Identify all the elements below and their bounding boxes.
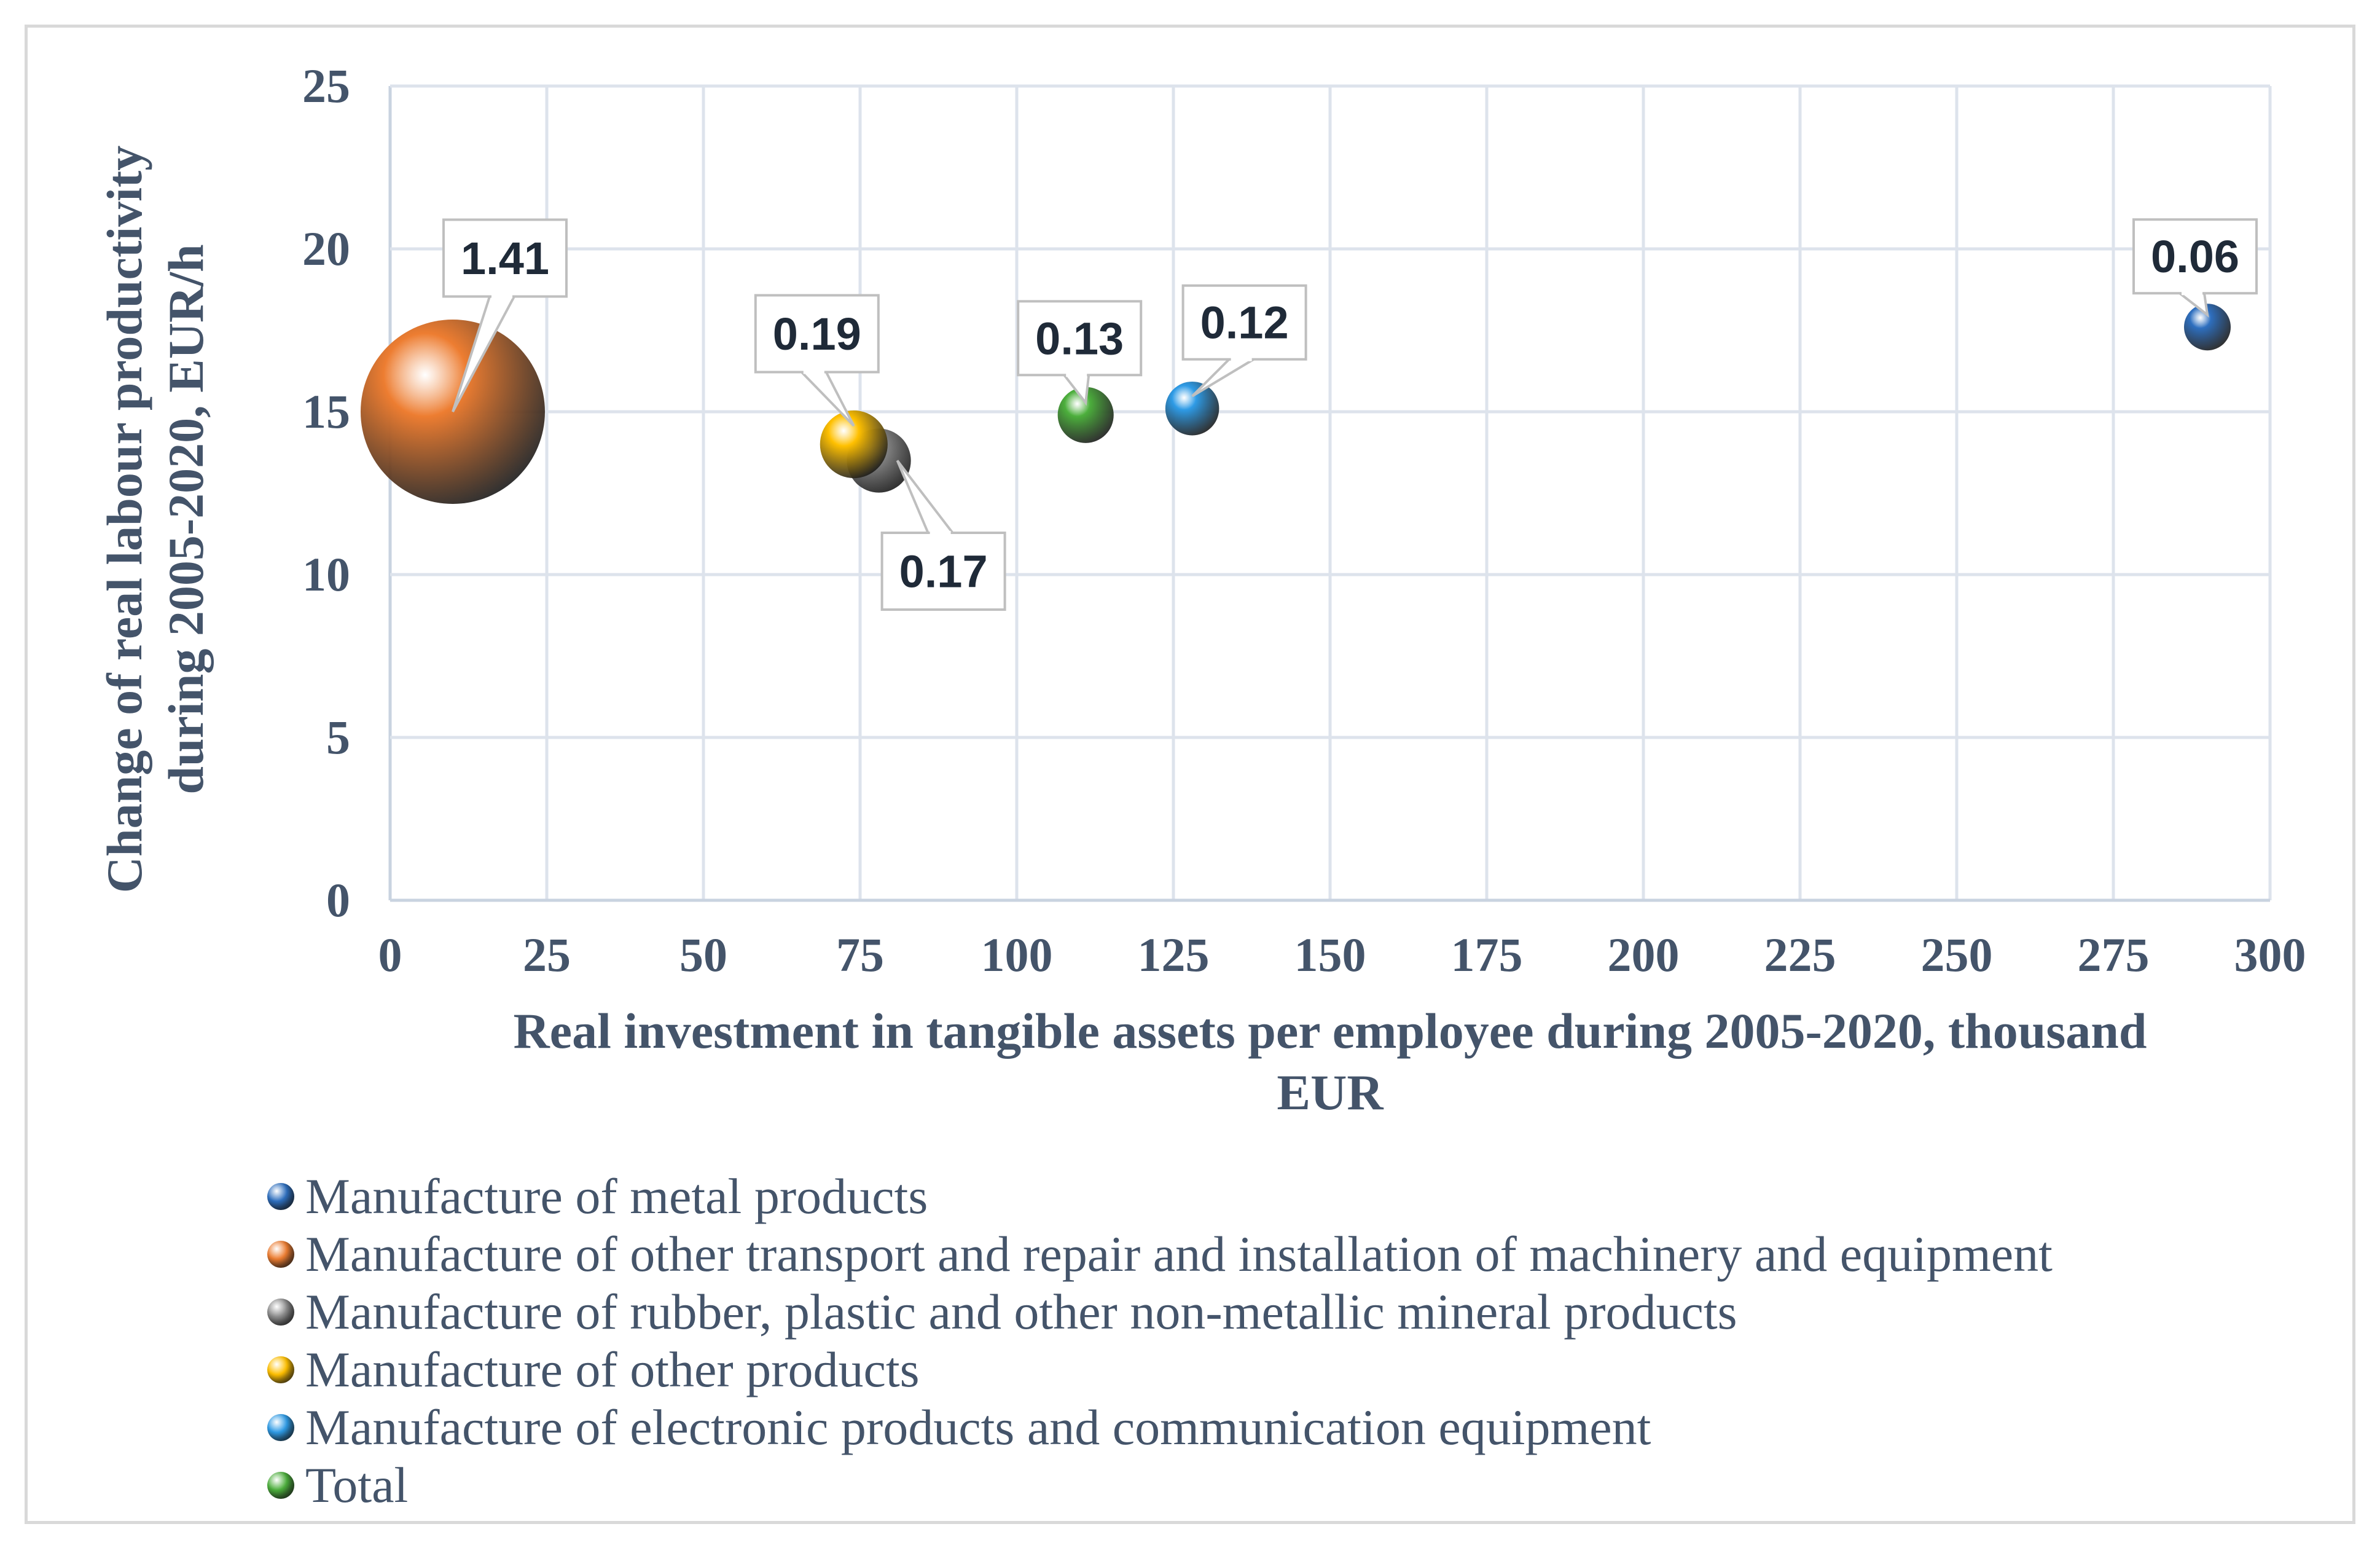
x-tick-label: 175 [1451,928,1523,981]
legend-marker-other [267,1356,294,1383]
bubble-5 [1057,387,1114,443]
chart-plot: 0 25 50 75 100 125 150 175 200 225 250 275 300 0 5 10 15… [96,59,2306,1120]
y-tick-label: 20 [302,222,350,275]
legend-label-rubber: Manufacture of rubber, plastic and other… [305,1284,1737,1340]
x-tick-label: 25 [523,928,571,981]
y-tick-label: 0 [326,873,350,927]
legend-item-total: Total [267,1456,2053,1514]
label-box [880,532,1006,611]
y-tick-label: 10 [302,548,350,601]
x-tick-label: 300 [2234,928,2306,981]
legend-item-electronic: Manufacture of electronic products and c… [267,1399,2053,1456]
y-tick-label: 25 [302,59,350,112]
legend-label-metal: Manufacture of metal products [305,1168,928,1224]
legend: Manufacture of metal products Manufactur… [267,1168,2053,1514]
legend-item-other: Manufacture of other products [267,1341,2053,1399]
label-pointer [799,371,855,427]
data-label: 0.17 [899,546,988,597]
x-tick-label: 100 [981,928,1053,981]
label-pointer [1191,358,1258,398]
data-labels: 0.06 1.41 0.17 0.19 0.12 0.13 [442,218,2258,611]
legend-marker-transport [267,1241,294,1268]
legend-item-transport: Manufacture of other transport and repai… [267,1225,2053,1283]
chart-frame: 0 25 50 75 100 125 150 175 200 225 250 275 300 0 5 10 15… [25,25,2355,1524]
legend-label-total: Total [305,1457,409,1513]
x-tick-label: 0 [378,928,402,981]
x-tick-label: 150 [1294,928,1366,981]
bubble-0 [2184,304,2231,351]
data-label: 0.06 [2151,231,2239,282]
bubble-3 [820,410,888,479]
legend-label-other: Manufacture of other products [305,1342,920,1397]
x-axis-title-line2: EUR [1277,1064,1384,1120]
legend-item-metal: Manufacture of metal products [267,1168,2053,1225]
x-tick-label: 75 [836,928,884,981]
legend-item-rubber: Manufacture of rubber, plastic and other… [267,1283,2053,1341]
legend-marker-rubber [267,1299,294,1326]
label-box [1017,300,1143,377]
data-label: 0.12 [1200,297,1289,348]
y-tick-label: 15 [302,385,350,438]
legend-marker-electronic [267,1414,294,1441]
y-tick-label: 5 [326,710,350,764]
x-tick-label: 50 [679,928,727,981]
bubble-4 [1165,381,1219,436]
label-box [1181,284,1307,361]
label-box [2132,218,2258,295]
x-axis-title-line1: Real investment in tangible assets per e… [513,1003,2147,1059]
legend-label-electronic: Manufacture of electronic products and c… [305,1399,1651,1455]
legend-label-transport: Manufacture of other transport and repai… [305,1226,2053,1282]
label-pointer [896,460,955,534]
data-label: 0.19 [773,308,861,360]
y-axis-title-line2: during 2005-2020, EUR/h [158,244,214,794]
legend-marker-metal [267,1183,294,1210]
grid-lines [388,84,2272,902]
data-label: 0.13 [1035,313,1124,364]
axis-ticks: 0 25 50 75 100 125 150 175 200 225 250 275 300 0 5 10 15… [302,59,2306,981]
label-box [442,218,568,298]
y-axis-title-line1: Change of real labour productivity [96,146,152,893]
x-tick-label: 200 [1608,928,1680,981]
x-tick-label: 125 [1138,928,1210,981]
x-tick-label: 225 [1764,928,1836,981]
x-tick-label: 275 [2078,928,2150,981]
x-tick-label: 250 [1921,928,1993,981]
legend-marker-total [267,1472,294,1499]
data-label: 1.41 [461,233,549,284]
